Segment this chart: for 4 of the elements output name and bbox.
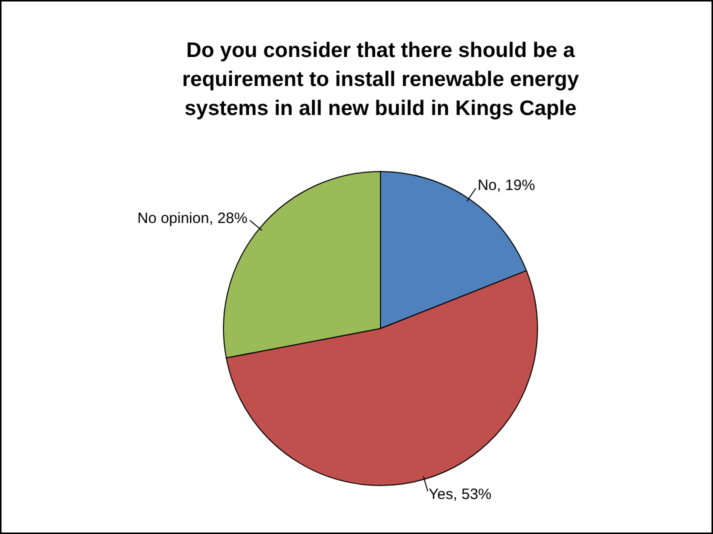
slice-label: No, 19% <box>478 177 536 194</box>
slice-label: No opinion, 28% <box>137 210 248 227</box>
slice-label: Yes, 53% <box>428 486 492 503</box>
chart-title: Do you consider that there should be a requirement to install renewable energy systems in all new build in Kings Caple <box>182 39 580 120</box>
